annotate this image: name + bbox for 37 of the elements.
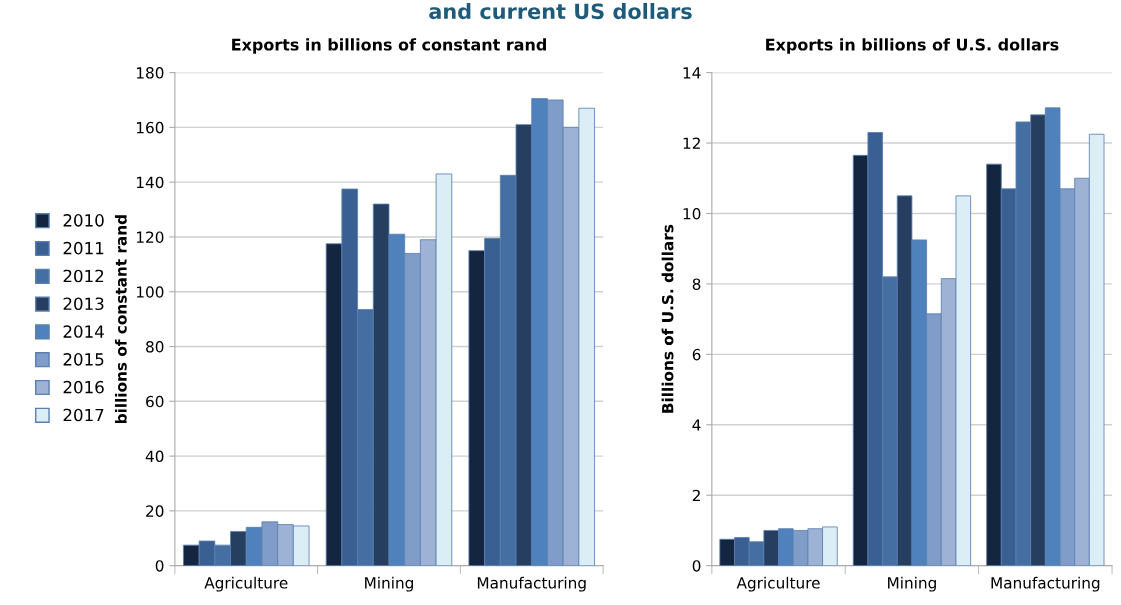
text: and current US dollars <box>429 3 692 20</box>
x-tick-label: Manufacturing <box>477 576 586 592</box>
chart-title: Exports in billions of constant rand <box>232 38 546 54</box>
x-tick-label: Manufacturing <box>991 576 1100 592</box>
x-tick-label: Agriculture <box>204 576 288 592</box>
legend-label: 2014 <box>63 325 104 338</box>
y-tick-label: 12 <box>683 137 700 149</box>
legend-label: 2016 <box>63 380 104 394</box>
legend-label: 2012 <box>63 269 104 283</box>
x-tick-label: Mining <box>888 576 936 592</box>
y-tick-label: 2 <box>692 489 700 502</box>
y-tick-label: 8 <box>692 278 701 290</box>
y-tick-label: 140 <box>136 176 164 189</box>
legend-label: 2010 <box>63 214 104 227</box>
y-tick-label: 40 <box>145 450 164 463</box>
y-tick-label: 60 <box>146 395 164 408</box>
y-tick-label: 0 <box>692 560 701 572</box>
x-tick-label: Agriculture <box>736 576 820 592</box>
y-tick-label: 160 <box>136 121 164 134</box>
y-tick-label: 100 <box>136 286 164 298</box>
y-tick-label: 14 <box>683 67 701 79</box>
y-tick-label: 180 <box>136 67 164 79</box>
y-axis-title: billions of constant rand <box>114 215 127 424</box>
y-tick-label: 6 <box>692 348 701 361</box>
y-tick-label: 80 <box>146 341 164 353</box>
y-axis-title: Billions of U.S. dollars <box>661 224 674 413</box>
legend-label: 2017 <box>63 408 104 422</box>
legend-label: 2011 <box>63 241 104 255</box>
y-tick-label: 10 <box>683 207 701 220</box>
y-tick-label: 4 <box>692 419 701 431</box>
y-tick-label: 0 <box>155 560 164 572</box>
chart-title: Exports in billions of U.S. dollars <box>766 38 1059 54</box>
legend-label: 2015 <box>63 353 104 366</box>
legend-label: 2013 <box>63 297 104 311</box>
y-tick-label: 120 <box>136 231 164 243</box>
y-tick-label: 20 <box>146 505 164 517</box>
x-tick-label: Mining <box>365 576 413 592</box>
